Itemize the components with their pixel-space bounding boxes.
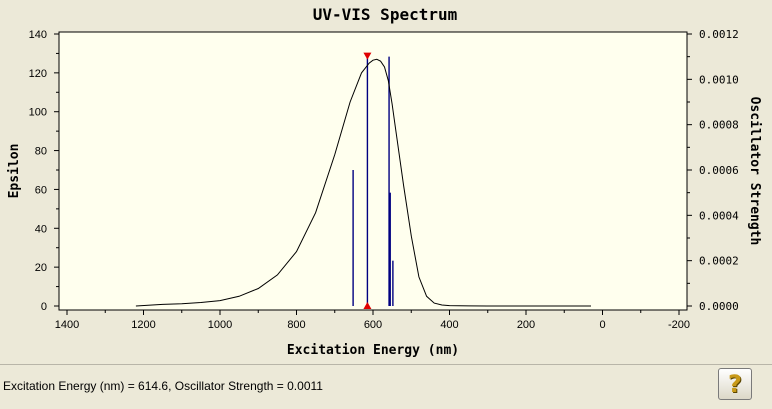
y-tick-label: 60 [35, 184, 47, 196]
epsilon-curve [135, 58, 591, 307]
y-axis-title: Epsilon [7, 144, 22, 199]
x-tick-label: 800 [287, 319, 305, 331]
marker-top-triangle [363, 52, 372, 60]
y2-tick-label: 0.0004 [699, 209, 739, 222]
uv-vis-chart: UV-VIS Spectrum 1400 1200 1000 800 600 400 200… [7, 5, 762, 358]
x-tick-label: 400 [440, 319, 458, 331]
x-tick-label: 600 [364, 319, 382, 331]
y2-tick-label: 0.0006 [699, 164, 739, 177]
status-bar: Excitation Energy (nm) = 614.6, Oscillat… [0, 364, 772, 409]
y-tick-label: 100 [29, 107, 47, 119]
x-axis-title: Excitation Energy (nm) [287, 343, 459, 358]
y2-tick-label: 0.0002 [699, 255, 739, 268]
y2-axis-ticks: 0.0000 0.0002 0.0004 0.0006 0.0008 0.0010 0.00… [687, 28, 739, 313]
y-tick-label: 40 [35, 223, 47, 235]
y2-axis-title: Oscillator Strength [747, 97, 762, 246]
x-tick-label: 200 [517, 319, 535, 331]
y-tick-label: 140 [29, 29, 47, 41]
x-tick-label: 1000 [208, 319, 232, 331]
x-tick-label: -200 [668, 319, 690, 331]
y-tick-label: 0 [41, 301, 47, 313]
marker-bottom-triangle [363, 302, 372, 309]
help-button[interactable]: ? [718, 368, 752, 400]
y2-tick-label: 0.0010 [699, 73, 739, 86]
y-tick-label: 80 [35, 146, 47, 158]
oscillator-sticks [352, 56, 394, 306]
y2-tick-label: 0.0012 [699, 28, 739, 41]
y2-tick-label: 0.0008 [699, 119, 739, 132]
x-tick-label: 1200 [131, 319, 155, 331]
y-tick-label: 20 [35, 262, 47, 274]
x-tick-label: 0 [599, 319, 605, 331]
plot-area[interactable] [58, 31, 688, 311]
x-axis-ticks: 1400 1200 1000 800 600 400 200 0 -200 [55, 310, 690, 331]
question-mark-icon: ? [728, 370, 742, 398]
x-tick-label: 1400 [55, 319, 79, 331]
y-tick-label: 120 [29, 68, 47, 80]
selection-marker[interactable] [363, 52, 372, 309]
y2-tick-label: 0.0000 [699, 300, 739, 313]
chart-title: UV-VIS Spectrum [313, 5, 458, 24]
status-readout: Excitation Energy (nm) = 614.6, Oscillat… [3, 379, 323, 393]
y-axis-ticks: 0 20 40 60 80 100 120 140 [29, 29, 59, 313]
